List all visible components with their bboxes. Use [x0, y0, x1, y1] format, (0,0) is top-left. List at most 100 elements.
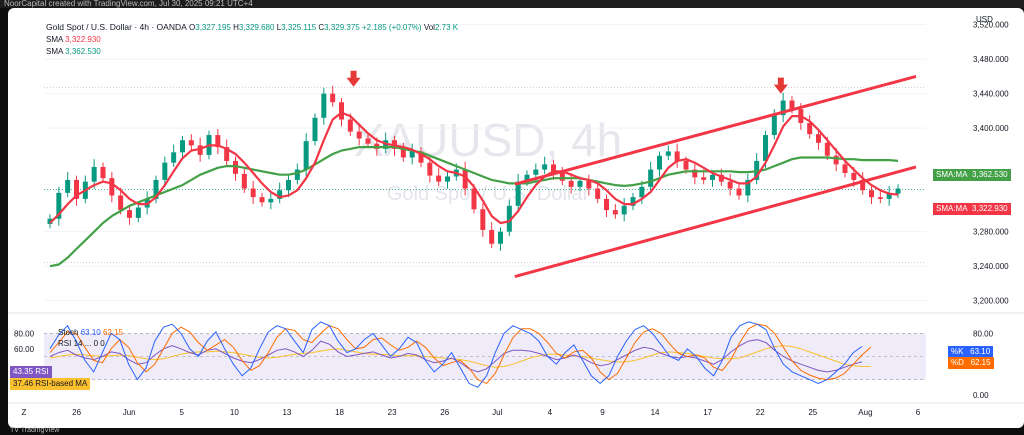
candle-body: [462, 169, 468, 189]
candle-body: [445, 176, 450, 182]
candle-body: [356, 131, 362, 139]
candle-body: [860, 179, 866, 191]
candle-body: [612, 210, 618, 215]
price-chart-svg[interactable]: USD XAUUSD, 4h Gold Spot / U.S. Dollar 3,52…: [8, 8, 1024, 428]
candle-body: [736, 188, 742, 196]
time-tick-label: 18: [335, 408, 344, 417]
time-tick-label: 26: [72, 408, 81, 417]
price-tick-label: 3,480.000: [973, 55, 1009, 64]
candle-body: [559, 173, 565, 181]
sma-fast-line: [49, 111, 899, 225]
time-tick-label: Jun: [123, 408, 136, 417]
candle-body: [286, 179, 291, 191]
candle-body: [886, 193, 892, 199]
candle-body: [780, 100, 786, 116]
down-arrow-marker: [346, 70, 361, 87]
candle-body: [824, 142, 830, 156]
candle-body: [480, 209, 486, 230]
sma-fast-value: 3,322.930: [65, 35, 101, 44]
candle-body: [515, 181, 521, 206]
candle-body: [763, 135, 768, 161]
candle-body: [727, 181, 733, 189]
candle-body: [268, 198, 274, 203]
stoch-legend-row[interactable]: Stoch 63.10 62.15: [58, 328, 123, 337]
price-tick-label: 3,400.000: [973, 124, 1009, 133]
stoch-k-legend-value: 63.10: [80, 328, 101, 337]
candle-body: [498, 231, 503, 244]
channel-lower-line: [514, 165, 917, 278]
stoch-d-line: [49, 323, 872, 385]
osc-tick-label-left: 80.00: [14, 329, 35, 338]
candle-body: [869, 190, 874, 198]
stoch-k-line: [49, 321, 863, 388]
candle-body: [233, 160, 238, 174]
osc-tick-label-right: 80.00: [973, 329, 994, 338]
candle-body: [701, 177, 707, 180]
tradingview-logo: TV TradingView: [10, 427, 60, 434]
candle-body: [118, 195, 124, 211]
candle-body: [259, 197, 265, 203]
candle-body: [436, 175, 442, 182]
candle-body: [577, 180, 583, 187]
rsi-ma-left-tag: 37.46 RSI-based MA: [10, 378, 91, 390]
candle-body: [833, 155, 839, 165]
candle-body: [595, 188, 601, 199]
rsi-ma-line: [49, 345, 871, 368]
chart-frame[interactable]: USD XAUUSD, 4h Gold Spot / U.S. Dollar 3,52…: [8, 8, 1024, 428]
candle-body: [188, 140, 194, 146]
candle-body: [224, 147, 230, 161]
candle-body: [771, 115, 777, 136]
sma-slow-legend-row[interactable]: SMA 3,362.530: [46, 47, 101, 56]
candle-body: [171, 152, 177, 163]
candle-body: [851, 173, 857, 180]
time-tick-label: 13: [282, 408, 291, 417]
candle-body: [551, 164, 556, 174]
candle-body: [47, 218, 53, 224]
rsi-legend-row[interactable]: RSI 14 ... 0 0: [58, 339, 105, 348]
time-tick-label: 14: [651, 408, 660, 417]
price-tick-label: 3,520.000: [973, 21, 1009, 30]
candle-body: [312, 117, 318, 142]
time-tick-label: Aug: [858, 408, 872, 417]
osc-tick-label-left: 60.00: [14, 345, 35, 354]
oscillator-legend: Stoch 63.10 62.15 RSI 14 ... 0 0: [58, 327, 123, 349]
candle-body: [321, 93, 327, 118]
candle-body: [692, 169, 698, 178]
candle-body: [153, 179, 159, 199]
top-attribution-bar: NoorCapital created with TradingView.com…: [0, 0, 1024, 8]
candle-body: [100, 166, 106, 179]
candle-body: [542, 164, 548, 170]
candle-body: [65, 179, 71, 193]
candle-body: [895, 188, 901, 194]
time-tick-label: 17: [703, 408, 712, 417]
candle-body: [568, 180, 574, 187]
candle-body: [56, 192, 62, 219]
sma-slow-line: [49, 146, 899, 268]
candle-body: [471, 188, 477, 210]
time-tick-label: 26: [440, 408, 449, 417]
candle-body: [409, 151, 415, 158]
sma-fast-legend-row[interactable]: SMA 3,322.930: [46, 35, 101, 44]
time-tick-label: 22: [756, 408, 765, 417]
price-tick-label: 3,200.000: [973, 297, 1009, 306]
channel-upper-line: [514, 74, 917, 186]
ohlc-legend-row: Gold Spot / U.S. Dollar · 4h · OANDA O3,…: [46, 22, 459, 32]
candle-body: [683, 160, 689, 170]
sma-slow-axis-tag: SMA:MA 3,362.530: [933, 169, 1011, 181]
candle-body: [400, 148, 406, 158]
candle-body: [294, 169, 300, 180]
candle-body: [789, 100, 795, 110]
sma-slow-value: 3,362.530: [65, 47, 101, 56]
high-value: 3,329.680: [238, 23, 275, 32]
volume-value: 2.73 K: [434, 23, 459, 32]
candle-body: [842, 164, 848, 174]
candle-body: [718, 174, 724, 182]
price-tick-label: 3,280.000: [973, 228, 1009, 237]
candle-body: [250, 188, 256, 198]
candle-body: [91, 166, 97, 182]
candle-body: [127, 210, 132, 218]
time-tick-label: 9: [600, 408, 605, 417]
close-value: 3,329.375: [324, 23, 360, 32]
candle-body: [533, 169, 539, 175]
watermark-subtitle: Gold Spot / U.S. Dollar: [387, 183, 590, 205]
